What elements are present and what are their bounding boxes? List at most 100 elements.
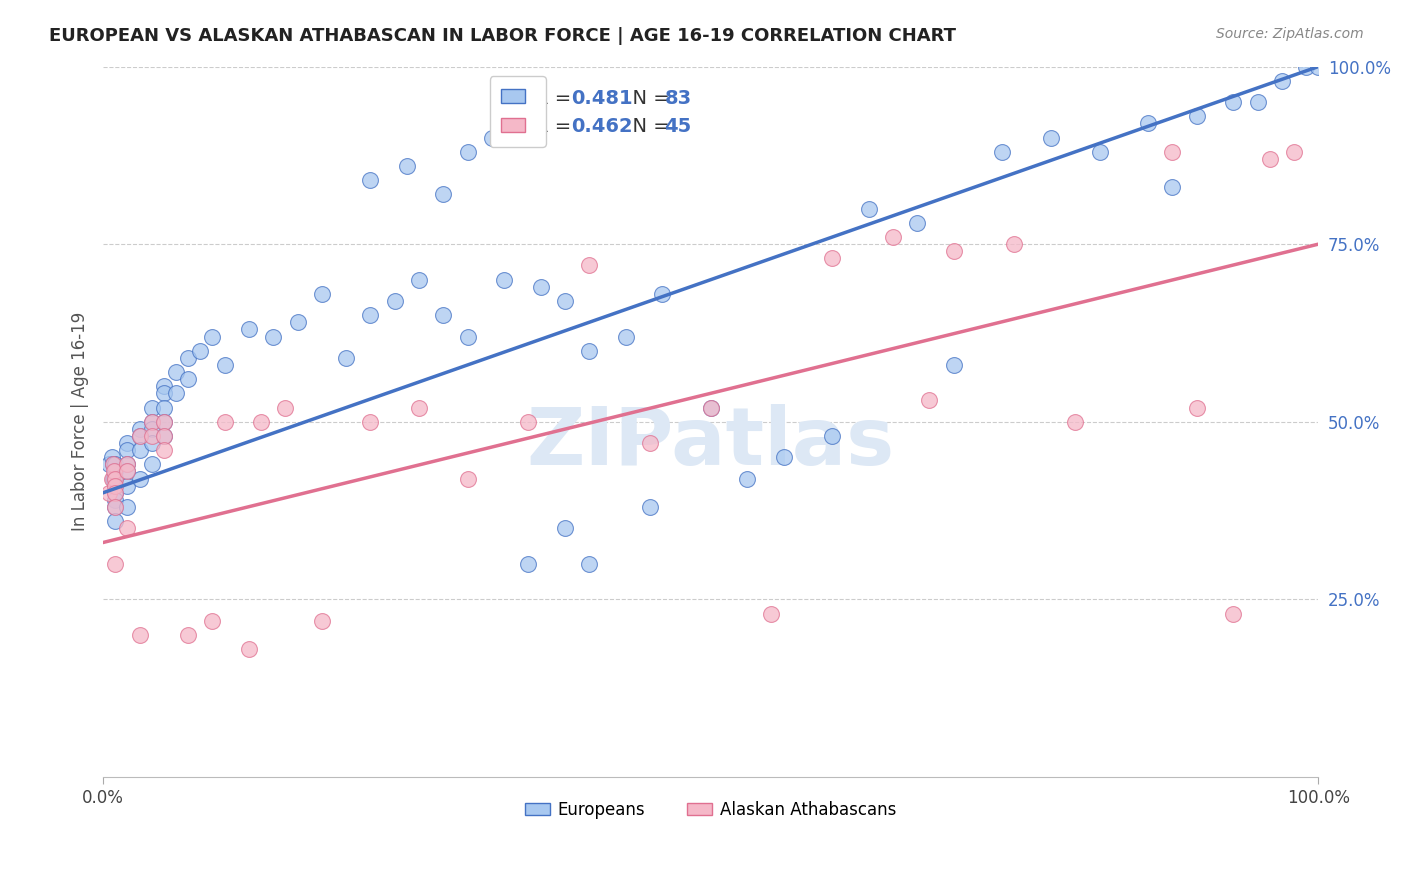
Point xyxy=(117,443,139,458)
Point xyxy=(141,415,163,429)
Point xyxy=(98,485,121,500)
Point xyxy=(117,436,139,450)
Point xyxy=(699,401,721,415)
Point xyxy=(384,293,406,308)
Point xyxy=(1064,415,1087,429)
Point xyxy=(1088,145,1111,159)
Point xyxy=(457,471,479,485)
Point xyxy=(101,471,124,485)
Point xyxy=(432,308,454,322)
Point xyxy=(117,521,139,535)
Point xyxy=(1258,152,1281,166)
Point xyxy=(153,415,176,429)
Point xyxy=(735,471,758,485)
Point xyxy=(141,422,163,436)
Point xyxy=(101,458,124,472)
Point xyxy=(104,465,127,479)
Point xyxy=(638,500,661,514)
Point xyxy=(128,429,150,443)
Point xyxy=(578,259,600,273)
Point xyxy=(408,273,430,287)
Point xyxy=(177,351,200,365)
Point xyxy=(104,500,127,514)
Point xyxy=(177,372,200,386)
Point xyxy=(554,293,576,308)
Point xyxy=(772,450,794,465)
Point xyxy=(117,458,139,472)
Point xyxy=(578,343,600,358)
Point xyxy=(117,458,139,472)
Point xyxy=(1004,237,1026,252)
Point xyxy=(699,401,721,415)
Point xyxy=(905,216,928,230)
Point xyxy=(165,365,187,379)
Point xyxy=(153,429,176,443)
Point xyxy=(1137,116,1160,130)
Point xyxy=(991,145,1014,159)
Point xyxy=(395,159,418,173)
Point xyxy=(103,465,125,479)
Text: 45: 45 xyxy=(665,118,692,136)
Point xyxy=(858,202,880,216)
Point xyxy=(517,415,540,429)
Point xyxy=(104,458,127,472)
Point xyxy=(1246,95,1268,109)
Point xyxy=(165,386,187,401)
Point xyxy=(141,458,163,472)
Point xyxy=(529,280,551,294)
Point xyxy=(214,358,236,372)
Text: 0.481: 0.481 xyxy=(571,89,633,108)
Point xyxy=(821,252,844,266)
Point xyxy=(262,329,284,343)
Point xyxy=(153,379,176,393)
Point xyxy=(1271,74,1294,88)
Point xyxy=(128,471,150,485)
Point xyxy=(128,628,150,642)
Point xyxy=(153,429,176,443)
Point xyxy=(335,351,357,365)
Point xyxy=(153,443,176,458)
Point xyxy=(104,485,127,500)
Point xyxy=(98,458,121,472)
Point xyxy=(238,322,260,336)
Point xyxy=(214,415,236,429)
Point xyxy=(651,286,673,301)
Point xyxy=(201,329,224,343)
Point xyxy=(141,401,163,415)
Point xyxy=(359,173,381,187)
Point xyxy=(287,315,309,329)
Point xyxy=(359,415,381,429)
Point xyxy=(1222,607,1244,621)
Point xyxy=(1039,130,1062,145)
Point xyxy=(432,187,454,202)
Text: 0.462: 0.462 xyxy=(571,118,633,136)
Point xyxy=(882,230,904,244)
Point xyxy=(250,415,273,429)
Text: N =: N = xyxy=(620,118,675,136)
Point xyxy=(578,557,600,571)
Y-axis label: In Labor Force | Age 16-19: In Labor Force | Age 16-19 xyxy=(72,312,89,532)
Point xyxy=(457,145,479,159)
Point xyxy=(408,401,430,415)
Point xyxy=(101,458,124,472)
Point xyxy=(821,429,844,443)
Point xyxy=(1295,60,1317,74)
Text: N =: N = xyxy=(620,89,675,108)
Point xyxy=(918,393,941,408)
Point xyxy=(117,465,139,479)
Point xyxy=(153,415,176,429)
Point xyxy=(100,471,122,485)
Point xyxy=(1282,145,1305,159)
Point xyxy=(141,415,163,429)
Point xyxy=(638,436,661,450)
Point xyxy=(128,429,150,443)
Point xyxy=(201,614,224,628)
Point xyxy=(117,500,139,514)
Text: EUROPEAN VS ALASKAN ATHABASCAN IN LABOR FORCE | AGE 16-19 CORRELATION CHART: EUROPEAN VS ALASKAN ATHABASCAN IN LABOR … xyxy=(49,27,956,45)
Point xyxy=(614,329,637,343)
Point xyxy=(141,429,163,443)
Point xyxy=(1185,401,1208,415)
Point xyxy=(104,514,127,528)
Text: ZIPatlas: ZIPatlas xyxy=(527,404,894,482)
Point xyxy=(177,628,200,642)
